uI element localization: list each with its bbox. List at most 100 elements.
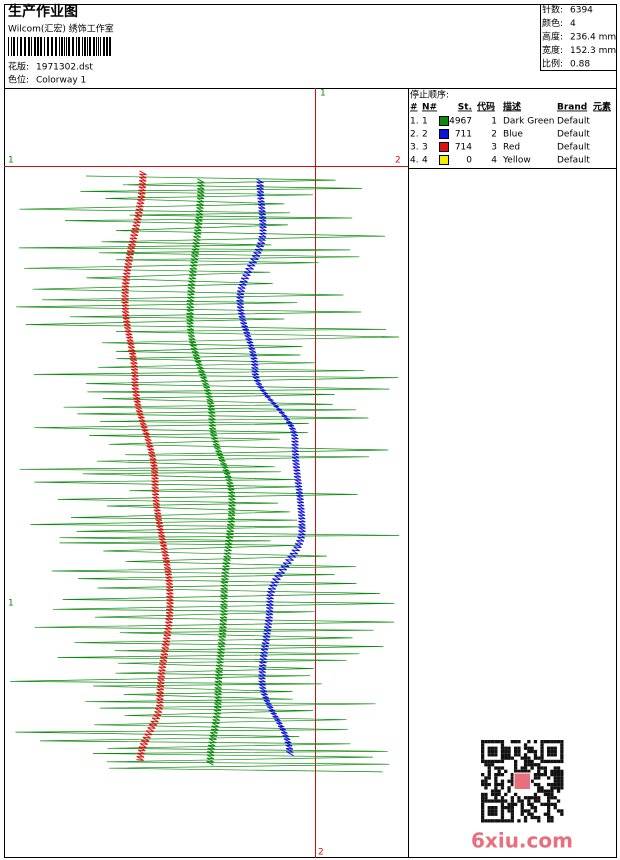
- barcode-bar: [68, 37, 70, 56]
- qr-module: [540, 802, 544, 806]
- title: 生产作业图: [8, 3, 78, 20]
- qr-module: [517, 740, 521, 744]
- qr-module: [527, 763, 531, 767]
- qr-module: [530, 749, 534, 754]
- qr-module: [497, 740, 501, 744]
- qr-module: [517, 749, 521, 754]
- qr-module: [494, 789, 498, 793]
- stat-value: 4: [570, 19, 576, 29]
- qr-module: [530, 759, 534, 764]
- qr-module: [490, 806, 495, 810]
- barcode-bar: [82, 37, 83, 56]
- qr-module: [553, 749, 557, 754]
- qr-module: [507, 749, 511, 754]
- barcode-bar: [64, 37, 65, 56]
- table-header: 代码: [476, 101, 495, 113]
- qr-module: [494, 753, 498, 757]
- qr-module: [547, 819, 551, 823]
- row-description: Dark Green: [503, 117, 554, 127]
- barcode-bar: [109, 37, 111, 56]
- qr-module: [481, 796, 485, 800]
- qr-module: [553, 802, 557, 806]
- qr-module: [560, 746, 564, 750]
- qr-module: [523, 809, 528, 813]
- qr-module: [533, 763, 538, 767]
- qr-module: [547, 809, 551, 813]
- qr-module: [533, 806, 538, 810]
- qr-module: [540, 766, 544, 770]
- qr-module: [487, 763, 491, 767]
- barcode-bar: [47, 37, 49, 56]
- marker-bottom: 2: [318, 848, 324, 858]
- qr-module: [510, 802, 514, 806]
- barcode-bar: [24, 37, 26, 56]
- qr-module: [550, 773, 554, 777]
- table-header: 描述: [503, 101, 521, 113]
- qr-module: [553, 769, 557, 773]
- qr-module: [510, 782, 514, 787]
- qr-module: [494, 806, 498, 810]
- qr-module: [556, 759, 561, 764]
- qr-module: [494, 812, 498, 816]
- qr-module: [537, 786, 541, 790]
- qr-module: [500, 773, 505, 777]
- qr-module: [504, 746, 508, 750]
- qr-module: [500, 802, 505, 806]
- qr-module: [487, 819, 491, 823]
- qr-module: [504, 769, 508, 773]
- qr-module: [543, 792, 547, 797]
- qr-module: [547, 776, 551, 780]
- barcode-bar: [66, 37, 67, 56]
- qr-module: [560, 773, 564, 777]
- stop-sequence-title: 停止顺序:: [410, 89, 449, 101]
- row-stitches: 0: [466, 156, 472, 166]
- qr-module: [553, 796, 557, 800]
- qr-module: [500, 806, 505, 810]
- qr-module: [490, 749, 495, 754]
- qr-module: [550, 782, 554, 787]
- qr-module: [560, 776, 564, 780]
- qr-module: [523, 763, 528, 767]
- qr-module: [530, 806, 534, 810]
- qr-module: [523, 796, 528, 800]
- qr-module: [520, 806, 524, 810]
- qr-module: [543, 769, 547, 773]
- qr-module: [556, 769, 561, 773]
- qr-module: [500, 756, 505, 760]
- table-header: 元素: [593, 101, 611, 113]
- row-code: 1: [491, 117, 497, 127]
- qr-module: [553, 759, 557, 764]
- qr-module: [500, 746, 505, 750]
- qr-module: [547, 746, 551, 750]
- row-index: 4.: [410, 156, 419, 166]
- qr-module: [560, 769, 564, 773]
- qr-module: [537, 756, 541, 760]
- barcode-bar: [89, 37, 91, 56]
- qr-module: [530, 796, 534, 800]
- qr-module: [494, 749, 498, 754]
- qr-module: [481, 753, 485, 757]
- qr-module: [497, 819, 501, 823]
- qr-module: [527, 799, 531, 803]
- qr-module: [481, 746, 485, 750]
- stat-label: 针数:: [542, 4, 563, 16]
- qr-module: [490, 792, 495, 797]
- qr-module: [550, 759, 554, 764]
- qr-module: [533, 753, 538, 757]
- qr-module: [510, 809, 514, 813]
- row-code: 2: [491, 130, 497, 140]
- qr-module: [481, 799, 485, 803]
- qr-module: [547, 753, 551, 757]
- qr-module: [556, 766, 561, 770]
- qr-module: [560, 740, 564, 744]
- qr-module: [500, 796, 505, 800]
- qr-module: [481, 743, 485, 747]
- qr-module: [523, 746, 528, 750]
- qr-module: [560, 749, 564, 754]
- qr-module: [560, 779, 564, 783]
- qr-module: [487, 766, 491, 770]
- qr-module: [530, 802, 534, 806]
- qr-module: [520, 756, 524, 760]
- qr-module: [533, 756, 538, 760]
- qr-module: [517, 799, 521, 803]
